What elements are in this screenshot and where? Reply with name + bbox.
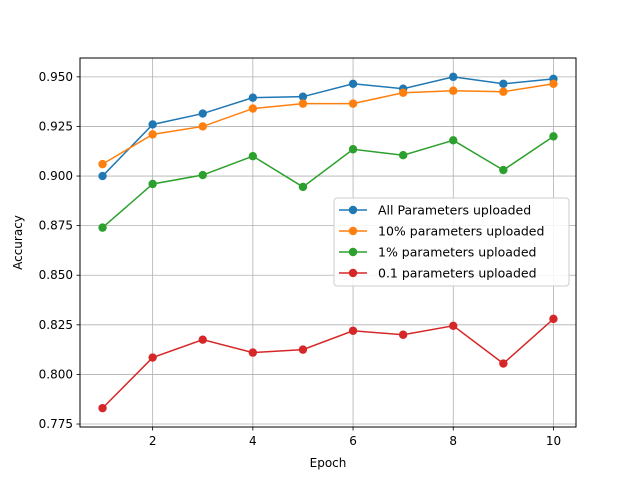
data-point [248,93,258,102]
series-line [102,135,554,229]
legend-item: 0.1 parameters uploaded [339,266,537,281]
series-2 [98,79,558,169]
legend-swatch-marker [348,226,358,236]
legend-label: 0.1 parameters uploaded [378,266,537,281]
data-point [148,353,157,362]
series-4 [98,314,558,413]
y-tick-label: 0.925 [39,119,73,133]
data-point [449,86,458,95]
x-tick-label: 4 [249,434,257,448]
legend-label: 1% parameters uploaded [378,245,536,260]
data-point [248,348,258,357]
data-point [499,87,508,96]
data-point [148,120,157,129]
axis-ticks: 2 4 6 8 10 0.775 0.800 0.825 0.850 0.875 0.900 0.92… [39,70,561,448]
x-tick-label: 8 [449,434,457,448]
legend-label: 10% parameters uploaded [378,224,544,239]
x-tick-label: 10 [546,434,561,448]
data-point [148,179,157,189]
y-tick-label: 0.950 [39,70,73,84]
x-axis-label: Epoch [310,456,347,470]
data-point [298,99,308,108]
data-point [248,152,258,161]
legend-swatch-marker [348,247,358,257]
data-point [398,88,408,97]
data-point [98,403,107,413]
data-point [499,165,508,175]
legend-label: All Parameters uploaded [378,203,531,218]
y-tick-label: 0.800 [39,367,73,381]
data-point [148,130,157,139]
data-point [198,122,207,131]
data-point [549,314,558,324]
y-tick-label: 0.900 [39,169,73,183]
data-point [499,359,508,368]
data-point [449,321,458,331]
data-point [298,92,308,101]
legend: All Parameters uploaded 10% parameters up… [333,197,570,287]
y-tick-label: 0.825 [39,318,73,332]
x-tick-label: 2 [149,434,157,448]
y-tick-label: 0.775 [39,417,73,431]
data-point [449,136,458,145]
data-point [198,109,207,118]
data-point [198,170,207,180]
data-point [98,171,107,181]
data-point [348,326,358,335]
data-point [348,99,358,108]
y-tick-label: 0.875 [39,219,73,233]
data-point [298,345,308,354]
data-point [298,182,308,192]
y-axis-label: Accuracy [11,215,25,270]
data-point [348,145,358,154]
data-point [549,132,558,141]
series-line [102,318,554,409]
data-point [499,79,508,88]
plot-frame [79,57,577,428]
legend-box [333,197,570,287]
data-point [398,330,408,339]
data-point [98,223,107,232]
data-point [198,335,207,344]
data-point [348,79,358,88]
data-point [248,104,258,113]
series-line [102,83,554,165]
legend-item: 1% parameters uploaded [339,245,536,260]
y-tick-label: 0.850 [39,268,73,282]
data-point [549,79,558,88]
legend-item: 10% parameters uploaded [339,224,544,239]
series-3 [98,132,558,232]
data-point [98,159,107,169]
data-point [398,151,408,160]
series-layer [98,72,558,413]
legend-swatch-marker [348,268,358,278]
legend-item: All Parameters uploaded [339,203,531,218]
x-tick-label: 6 [349,434,357,448]
series-line [102,76,554,177]
data-point [449,72,458,82]
legend-swatch-marker [348,205,358,215]
